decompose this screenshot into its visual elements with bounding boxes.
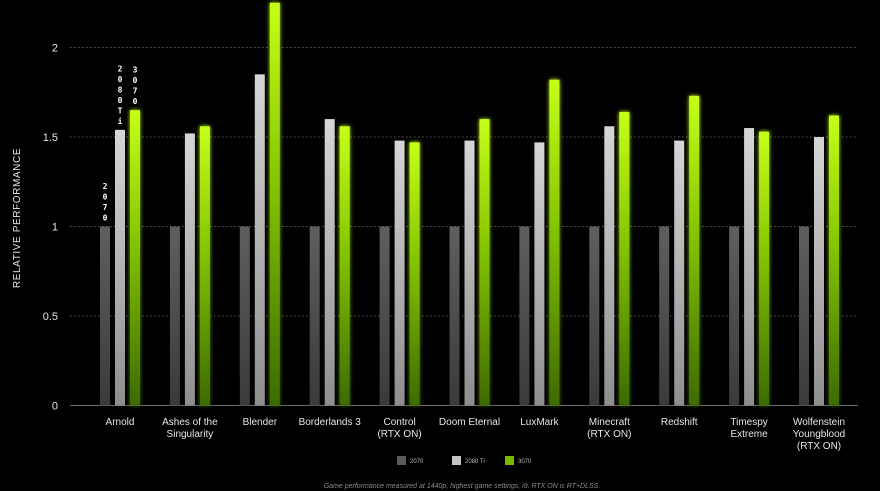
- bar-2080-ti: [674, 140, 685, 406]
- y-axis-label: RELATIVE PERFORMANCE: [12, 148, 23, 288]
- bar-2080-ti: [604, 126, 615, 406]
- bar-annotation-char: 7: [103, 203, 108, 212]
- bar-3070: [130, 110, 140, 406]
- bar-annotation-char: 0: [133, 97, 138, 106]
- category-label: (RTX ON): [377, 429, 421, 440]
- y-tick-label: 0: [52, 401, 58, 413]
- bar-annotation-char: T: [118, 106, 123, 115]
- bar-annotation-char: 0: [133, 76, 138, 85]
- bar-3070: [829, 115, 839, 406]
- y-axis-ticks: 0 0.5 1 1.5 2: [43, 43, 58, 413]
- category-label: Timespy: [730, 417, 767, 428]
- category-label: Extreme: [730, 429, 768, 440]
- bar-2080-ti: [394, 140, 405, 406]
- y-tick-label: 1: [52, 222, 58, 234]
- category-label: Ashes of the: [162, 417, 218, 428]
- y-tick-label: 2: [52, 43, 58, 55]
- category-label: Borderlands 3: [299, 417, 362, 428]
- bar-3070: [409, 142, 420, 406]
- bar-annotation-char: i: [118, 116, 123, 126]
- bar-2080-ti: [115, 129, 125, 406]
- bar-3070: [759, 131, 770, 406]
- bar-3070: [549, 79, 560, 406]
- bar-2070: [729, 226, 740, 406]
- legend-swatch: [397, 456, 406, 465]
- legend-swatch: [452, 456, 461, 465]
- bar-3070: [339, 126, 350, 406]
- bar-2070: [379, 226, 390, 406]
- bar-annotation-char: 0: [118, 75, 123, 84]
- bar-2080-ti: [814, 137, 824, 406]
- bar-2070: [519, 226, 530, 406]
- bar-3070: [619, 111, 630, 406]
- category-label: Blender: [243, 417, 278, 428]
- category-label: Minecraft: [589, 417, 630, 428]
- bar-2080-ti: [534, 142, 545, 406]
- legend: 2070 2080 Ti 3070: [397, 456, 532, 465]
- bar-2070: [449, 226, 460, 406]
- bar-2080-ti: [464, 140, 475, 406]
- category-label: Youngblood: [793, 429, 845, 440]
- category-label: Arnold: [106, 417, 135, 428]
- bar-3070: [689, 95, 700, 406]
- bar-2070: [309, 226, 320, 406]
- category-label: Redshift: [661, 417, 698, 428]
- legend-label: 2070: [410, 459, 424, 465]
- bars: [100, 2, 839, 406]
- bar-2080-ti: [324, 119, 335, 406]
- bar-2070: [169, 226, 180, 406]
- bar-2070: [100, 226, 110, 406]
- bar-2070: [589, 226, 600, 406]
- bar-annotation-char: 8: [118, 85, 123, 94]
- legend-swatch: [505, 456, 514, 465]
- bar-3070: [199, 126, 210, 406]
- category-label: (RTX ON): [587, 429, 631, 440]
- bar-annotation-char: 0: [118, 96, 123, 105]
- bar-annotation-char: 0: [103, 214, 108, 223]
- bar-3070: [479, 119, 490, 406]
- footnote: Game performance measured at 1440p, high…: [324, 483, 601, 490]
- category-label: Control: [383, 417, 415, 428]
- bar-annotation-char: 2: [103, 182, 108, 191]
- bar-2080-ti: [744, 128, 755, 406]
- bar-annotation-char: 3: [133, 66, 138, 75]
- bar-3070: [269, 2, 280, 406]
- category-label: Wolfenstein: [793, 417, 845, 428]
- category-label: Singularity: [167, 429, 214, 440]
- bar-2080-ti: [184, 133, 195, 406]
- bar-2070: [239, 226, 250, 406]
- legend-label: 3070: [518, 459, 532, 465]
- category-label: Doom Eternal: [439, 417, 500, 428]
- y-tick-label: 1.5: [43, 132, 58, 144]
- category-label: (RTX ON): [797, 441, 841, 452]
- bar-annotation-char: 2: [118, 64, 123, 73]
- bar-annotation-char: 0: [103, 193, 108, 202]
- gridlines: [70, 47, 858, 317]
- bar-annotation-char: 7: [133, 87, 138, 96]
- bar-2070: [659, 226, 670, 406]
- category-label: LuxMark: [520, 417, 559, 428]
- bar-2080-ti: [254, 74, 265, 406]
- legend-label: 2080 Ti: [465, 459, 485, 465]
- y-tick-label: 0.5: [43, 311, 58, 323]
- bar-2070: [799, 226, 809, 406]
